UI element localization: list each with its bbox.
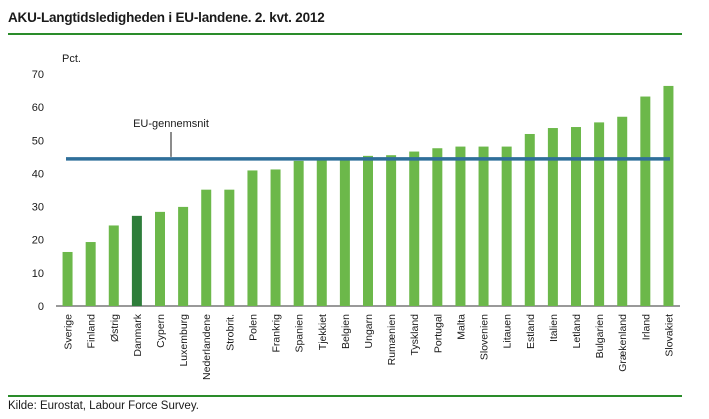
bar-23 xyxy=(594,122,605,306)
bar-4 xyxy=(155,211,165,306)
bar-19 xyxy=(501,146,512,306)
bar-18 xyxy=(478,146,489,306)
bar-22 xyxy=(571,127,581,307)
category-label: Ungarn xyxy=(363,314,375,349)
category-label: Malta xyxy=(455,314,467,340)
category-label: Estland xyxy=(525,314,537,349)
category-label: Slovakiet xyxy=(663,314,675,357)
bar-1 xyxy=(85,242,96,306)
bar-12 xyxy=(339,160,350,306)
bars xyxy=(62,85,674,307)
bar-21 xyxy=(547,128,558,306)
category-label: Frankrig xyxy=(271,314,283,353)
title-rule xyxy=(8,33,682,35)
bar-17 xyxy=(455,146,466,306)
category-label: Spanien xyxy=(294,314,306,353)
bar-9 xyxy=(270,169,281,306)
bar-10 xyxy=(293,160,304,306)
category-label: Italien xyxy=(548,314,560,342)
category-label: Letland xyxy=(571,314,583,349)
bar-13 xyxy=(363,155,373,306)
source-rule xyxy=(8,395,682,397)
category-label: Luxemburg xyxy=(178,314,190,367)
bar-6 xyxy=(201,189,212,306)
category-labels: Sverige Finland Østrig Danmark Cypern Luxembu… xyxy=(63,313,676,380)
category-label: Nederlandene xyxy=(201,314,213,380)
source-note: Kilde: Eurostat, Labour Force Survey. xyxy=(8,400,199,412)
bar-0 xyxy=(62,251,73,306)
category-label: Belgien xyxy=(340,314,352,349)
y-tick-label: 20 xyxy=(32,235,44,247)
y-tick-label: 50 xyxy=(32,135,44,147)
bar-11 xyxy=(316,160,327,306)
y-tick-label: 40 xyxy=(32,168,44,180)
chart-title: AKU-Langtidsledigheden i EU-landene. 2. … xyxy=(8,10,325,25)
category-label: Cypern xyxy=(155,314,167,348)
category-label: Irland xyxy=(640,314,652,340)
y-axis-unit: Pct. xyxy=(62,53,81,65)
category-label: Tyskland xyxy=(409,314,421,356)
category-label: Finland xyxy=(86,314,98,349)
y-tick-label: 70 xyxy=(32,69,44,81)
category-label: Østrig xyxy=(109,314,121,342)
category-label: Polen xyxy=(247,314,259,341)
y-tick-label: 60 xyxy=(32,102,44,114)
category-label: Slovenien xyxy=(479,314,491,360)
axes: Pct. 0 10 20 30 40 50 60 70 xyxy=(32,53,680,313)
bar-2 xyxy=(108,225,119,306)
bar-15 xyxy=(409,151,420,306)
category-label: Danmark xyxy=(132,313,144,356)
bar-20 xyxy=(524,133,535,306)
category-label: Sverige xyxy=(63,314,75,350)
y-tick-label: 0 xyxy=(38,301,44,313)
bar-5 xyxy=(178,206,189,306)
bar-8 xyxy=(247,170,258,306)
y-tick-label: 30 xyxy=(32,202,44,214)
category-label: Litauen xyxy=(502,314,514,349)
average-group: EU-gennemsnit xyxy=(66,118,670,161)
category-label: Strobrit. xyxy=(224,314,236,351)
category-label: Portugal xyxy=(432,314,444,353)
category-label: Tjekkiet xyxy=(317,314,329,350)
y-tick-label: 10 xyxy=(32,268,44,280)
category-label: Grækenland xyxy=(617,314,629,372)
bar-7 xyxy=(224,189,235,306)
category-label: Bulgarien xyxy=(594,314,606,359)
average-label: EU-gennemsnit xyxy=(133,118,209,130)
bar-25 xyxy=(640,96,651,306)
bar-26 xyxy=(663,85,674,306)
bar-24 xyxy=(617,116,628,306)
bar-14 xyxy=(386,155,397,306)
bar-3 xyxy=(131,215,142,306)
bar-16 xyxy=(432,148,443,306)
category-label: Rumænien xyxy=(386,314,398,366)
